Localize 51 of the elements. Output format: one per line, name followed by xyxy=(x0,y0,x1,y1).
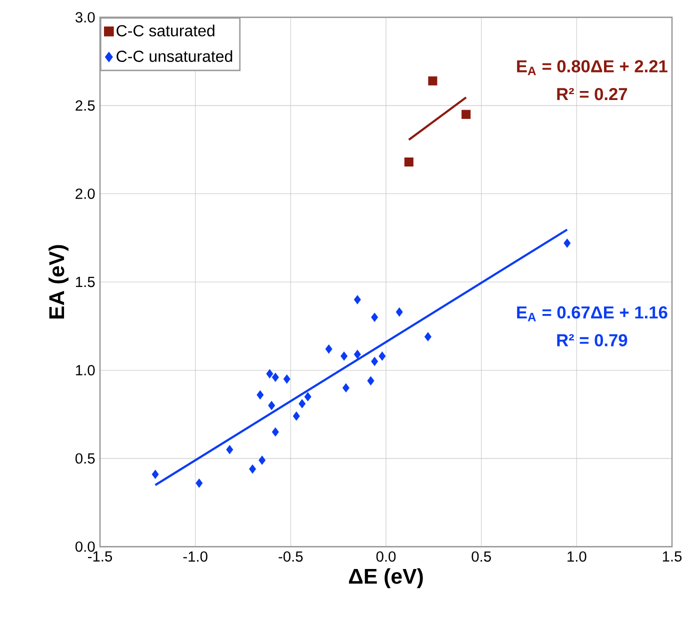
y-tick-label: 2.5 xyxy=(76,100,95,111)
point xyxy=(340,352,348,361)
point xyxy=(371,312,378,322)
x-tick-label: 1.5 xyxy=(662,551,682,562)
point xyxy=(298,399,306,408)
point xyxy=(371,356,378,366)
y-tick-label: 1.5 xyxy=(76,276,95,288)
x-tick-label: -1.5 xyxy=(88,551,112,562)
point xyxy=(428,76,438,86)
y-tick-label: 0.0 xyxy=(76,541,95,552)
point xyxy=(258,456,266,465)
annotation: R² = 0.79 xyxy=(557,334,628,346)
point xyxy=(283,374,290,384)
point xyxy=(396,307,403,317)
point xyxy=(304,392,312,402)
annotation: E$_{A}$ = 0.80ΔE + 2.21 xyxy=(517,60,668,76)
point xyxy=(462,110,471,119)
point xyxy=(378,352,386,361)
point xyxy=(354,295,361,304)
x-axis-title: ΔE (eV) xyxy=(348,568,423,588)
point xyxy=(272,427,279,436)
point xyxy=(564,238,571,248)
point xyxy=(152,470,159,479)
x-tick-label: -1.0 xyxy=(183,551,208,562)
y-tick-label: 1.0 xyxy=(76,365,95,376)
point xyxy=(354,350,361,359)
annotation: E$_{A}$ = 0.67ΔE + 1.16 xyxy=(517,306,668,322)
point xyxy=(424,332,432,342)
annotation: R² = 0.27 xyxy=(557,88,628,100)
legend-label: C-C saturated xyxy=(116,24,214,36)
x-tick-label: 1.0 xyxy=(568,551,586,562)
point xyxy=(256,390,264,400)
point xyxy=(292,412,300,421)
point xyxy=(266,369,274,378)
point xyxy=(272,372,279,382)
x-tick-label: 0.0 xyxy=(376,551,396,562)
point xyxy=(367,376,374,386)
point xyxy=(342,383,350,392)
point xyxy=(196,478,203,488)
point xyxy=(404,157,414,167)
legend-label: C-C unsaturated xyxy=(116,50,232,62)
point xyxy=(226,445,234,454)
x-tick-label: 0.5 xyxy=(472,551,491,562)
point xyxy=(268,400,276,410)
y-axis-title: EA (eV) xyxy=(48,245,68,318)
point xyxy=(325,344,332,354)
x-tick-label: -0.5 xyxy=(278,551,303,562)
point xyxy=(249,464,256,474)
y-tick-label: 3.0 xyxy=(75,12,95,23)
y-tick-label: 0.5 xyxy=(76,453,95,464)
y-tick-label: 2.0 xyxy=(76,188,95,199)
